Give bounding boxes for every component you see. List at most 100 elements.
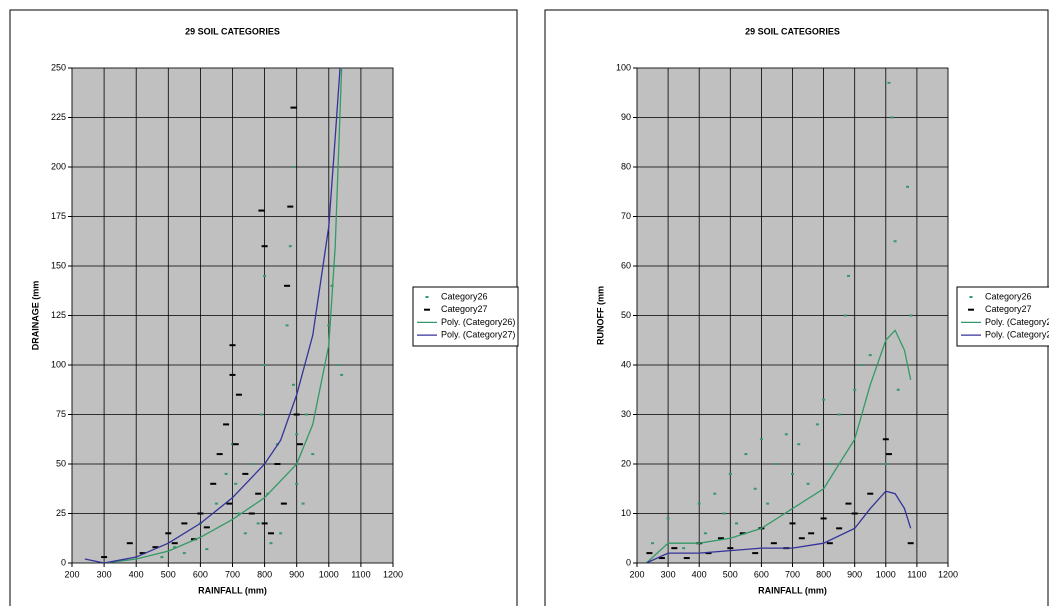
y-tick-label: 30 — [621, 409, 631, 419]
scatter-point — [139, 552, 146, 555]
scatter-point — [759, 438, 763, 441]
y-axis-label: DRAINAGE (mm — [30, 281, 40, 351]
scatter-point — [717, 537, 724, 540]
y-axis-label: RUNOFF (mm — [595, 286, 605, 345]
scatter-point — [293, 413, 300, 416]
x-tick-label: 500 — [723, 569, 738, 579]
x-tick-label: 200 — [629, 569, 644, 579]
legend-marker — [425, 296, 429, 298]
scatter-point — [666, 517, 670, 520]
scatter-point — [269, 542, 273, 545]
legend-label: Poly. (Category2 — [985, 317, 1049, 327]
scatter-point — [301, 502, 305, 505]
scatter-point — [255, 492, 262, 495]
scatter-point — [311, 453, 315, 456]
scatter-point — [646, 552, 653, 555]
scatter-point — [845, 502, 852, 505]
scatter-point — [775, 463, 779, 465]
scatter-point — [214, 502, 218, 505]
scatter-point — [165, 532, 172, 535]
scatter-point — [287, 205, 294, 208]
scatter-point — [867, 492, 874, 495]
legend-label: Poly. (Category27) — [441, 329, 515, 339]
x-tick-label: 1200 — [938, 569, 958, 579]
y-tick-label: 50 — [56, 458, 66, 468]
scatter-point — [279, 532, 283, 535]
y-tick-label: 100 — [51, 359, 66, 369]
scatter-point — [250, 463, 254, 465]
scatter-point — [126, 542, 133, 545]
scatter-point — [295, 433, 299, 436]
scatter-point — [836, 527, 843, 530]
scatter-point — [843, 314, 847, 317]
y-tick-label: 70 — [621, 211, 631, 221]
y-tick-label: 0 — [626, 557, 631, 567]
x-tick-label: 1100 — [907, 569, 926, 579]
trend-line — [646, 490, 912, 563]
plot-layer — [84, 68, 344, 563]
legend-marker — [969, 296, 973, 298]
scatter-point — [815, 423, 819, 426]
y-tick-label: 250 — [51, 62, 66, 72]
x-tick-label: 700 — [225, 569, 240, 579]
scatter-point — [288, 245, 292, 248]
legend-label: Poly. (Category2 — [985, 329, 1049, 339]
scatter-point — [327, 324, 331, 327]
scatter-point — [697, 502, 701, 505]
legend-label: Category27 — [985, 304, 1032, 314]
scatter-point — [770, 542, 777, 545]
scatter-point — [224, 472, 228, 475]
legend-label: Category26 — [441, 291, 488, 301]
scatter-point — [274, 463, 281, 465]
scatter-point — [859, 364, 863, 366]
scatter-point — [887, 81, 891, 84]
scatter-point — [846, 274, 850, 277]
scatter-point — [216, 453, 223, 456]
scatter-point — [744, 453, 748, 456]
scatter-point — [235, 393, 242, 396]
scatter-point — [705, 552, 712, 555]
scatter-point — [906, 185, 910, 188]
scatter-point — [682, 547, 686, 550]
scatter-point — [248, 512, 255, 515]
x-axis-label: RAINFALL (mm) — [198, 585, 267, 595]
scatter-point — [210, 482, 217, 485]
scatter-point — [290, 106, 297, 109]
x-tick-label: 400 — [129, 569, 144, 579]
x-tick-label: 200 — [64, 569, 79, 579]
scatter-point — [651, 542, 655, 545]
scatter-point — [259, 413, 263, 416]
scatter-point — [797, 443, 801, 446]
scatter-point — [909, 314, 913, 317]
legend-marker — [968, 308, 974, 311]
legend-label: Category26 — [985, 291, 1032, 301]
scatter-point — [101, 556, 108, 559]
y-tick-label: 225 — [51, 112, 66, 122]
y-tick-label: 10 — [621, 508, 631, 518]
scatter-point — [242, 472, 249, 475]
scatter-point — [152, 546, 159, 549]
scatter-point — [261, 522, 268, 525]
scatter-point — [173, 546, 177, 549]
x-tick-label: 800 — [816, 569, 831, 579]
scatter-point — [333, 265, 337, 267]
scatter-point — [295, 482, 299, 485]
scatter-point — [263, 364, 267, 366]
scatter-point — [263, 274, 267, 277]
scatter-point — [232, 443, 239, 446]
x-tick-label: 1200 — [383, 569, 403, 579]
y-tick-label: 20 — [621, 458, 631, 468]
trend-line — [104, 68, 343, 563]
scatter-point — [753, 487, 757, 490]
legend-box — [956, 286, 1049, 347]
scatter-point — [671, 547, 678, 550]
x-tick-label: 1000 — [876, 569, 896, 579]
scatter-point — [828, 463, 832, 465]
scatter-point — [766, 502, 770, 505]
legend-label: Category27 — [441, 304, 488, 314]
scatter-point — [256, 522, 260, 525]
scatter-point — [907, 542, 914, 545]
y-tick-label: 150 — [51, 260, 66, 270]
scatter-point — [234, 482, 238, 485]
scatter-point — [752, 552, 759, 555]
